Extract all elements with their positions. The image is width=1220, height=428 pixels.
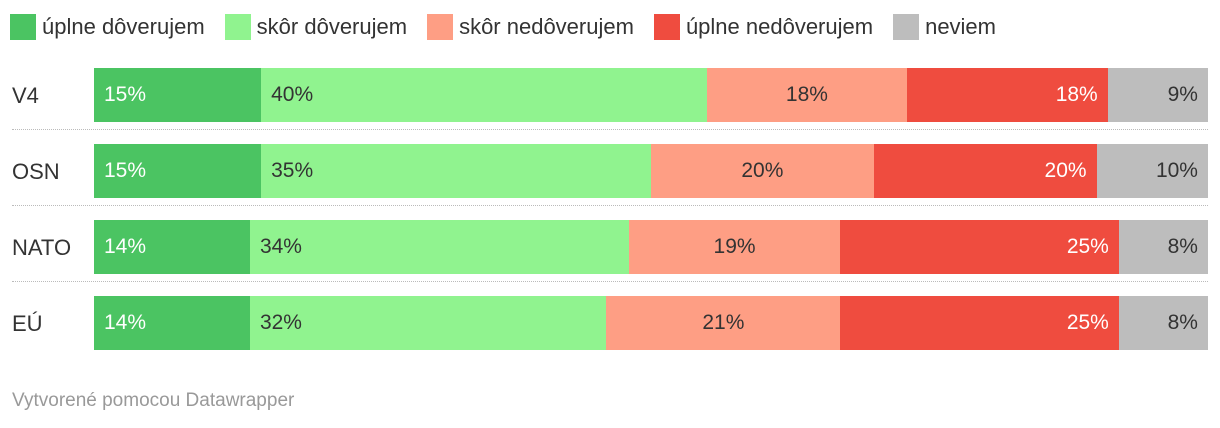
data-label: 25% [1066, 235, 1109, 258]
legend-item: skôr dôverujem [224, 14, 408, 40]
bar-segment: 8% [1118, 296, 1208, 350]
bar-segment: 14% [94, 220, 250, 274]
row-divider [12, 205, 1208, 206]
legend-label: skôr dôverujem [256, 14, 408, 39]
stacked-bar: 15% 40% 18% 18% 9% [94, 68, 1208, 122]
bar-segment: 10% [1096, 144, 1208, 198]
legend-swatch [653, 14, 680, 40]
legend-item: skôr nedôverujem [427, 14, 634, 40]
legend-swatch [893, 14, 920, 40]
category-label: NATO [12, 235, 72, 260]
legend-swatch [224, 14, 251, 40]
bar-segment: 19% [628, 220, 841, 274]
chart-legend: úplne dôverujem skôr dôverujem skôr nedôve… [10, 10, 1016, 44]
bar-segment: 35% [261, 144, 651, 198]
legend-item: úplne dôverujem [10, 14, 205, 40]
category-label: V4 [12, 83, 39, 108]
data-label: 40% [271, 83, 314, 106]
data-label: 15% [104, 159, 147, 182]
bar-segment: 20% [873, 144, 1097, 198]
legend-label: úplne nedôverujem [685, 14, 874, 39]
bar-segment: 8% [1118, 220, 1208, 274]
bar-segment: 18% [907, 68, 1108, 122]
legend-label: neviem [925, 14, 996, 39]
bar-segment: 20% [650, 144, 874, 198]
data-label: 9% [1167, 83, 1198, 106]
data-label: 18% [785, 83, 828, 106]
legend-swatch [10, 14, 36, 40]
data-label: 18% [1055, 83, 1098, 106]
data-label: 14% [104, 311, 147, 334]
bar-row: EÚ 14% 32% 21% 25% 8% [0, 282, 1220, 358]
chart-footer: Vytvorené pomocou Datawrapper [12, 390, 295, 411]
row-divider [12, 281, 1208, 282]
data-label: 20% [741, 159, 784, 182]
bar-segment: 32% [249, 296, 607, 350]
bar-segment: 40% [261, 68, 707, 122]
bar-segment: 15% [94, 144, 262, 198]
legend-item: neviem [893, 14, 996, 40]
data-label: 20% [1044, 159, 1087, 182]
bar-segment: 25% [840, 220, 1119, 274]
data-label: 25% [1066, 311, 1109, 334]
bar-segment: 25% [840, 296, 1119, 350]
bar-segment: 14% [94, 296, 250, 350]
category-label: EÚ [12, 311, 43, 336]
data-label: 32% [259, 311, 302, 334]
data-label: 19% [713, 235, 756, 258]
category-label: OSN [12, 159, 60, 184]
legend-swatch [427, 14, 454, 40]
bar-segment: 18% [706, 68, 908, 122]
data-label: 34% [259, 235, 302, 258]
legend-label: skôr nedôverujem [459, 14, 634, 39]
bar-row: V4 15% 40% 18% 18% 9% [0, 54, 1220, 130]
data-label: 8% [1167, 311, 1198, 334]
legend-label: úplne dôverujem [42, 14, 205, 39]
stacked-bar: 14% 34% 19% 25% 8% [94, 220, 1208, 274]
bar-segment: 34% [249, 220, 629, 274]
legend-item: úplne nedôverujem [653, 14, 874, 40]
data-label: 15% [104, 83, 147, 106]
bar-segment: 9% [1107, 68, 1208, 122]
stacked-bar: 15% 35% 20% 20% 10% [94, 144, 1208, 198]
bar-segment: 15% [94, 68, 262, 122]
bar-row: OSN 15% 35% 20% 20% 10% [0, 130, 1220, 206]
stacked-bar-chart: V4 15% 40% 18% 18% 9% OSN 15% 35% 20% 20% 10% NATO 14… [0, 54, 1220, 358]
bar-segment: 21% [606, 296, 841, 350]
bar-row: NATO 14% 34% 19% 25% 8% [0, 206, 1220, 282]
row-divider [12, 129, 1208, 130]
data-label: 14% [104, 235, 147, 258]
data-label: 8% [1167, 235, 1198, 258]
stacked-bar: 14% 32% 21% 25% 8% [94, 296, 1208, 350]
data-label: 35% [271, 159, 314, 182]
data-label: 21% [702, 311, 745, 334]
data-label: 10% [1155, 159, 1198, 182]
